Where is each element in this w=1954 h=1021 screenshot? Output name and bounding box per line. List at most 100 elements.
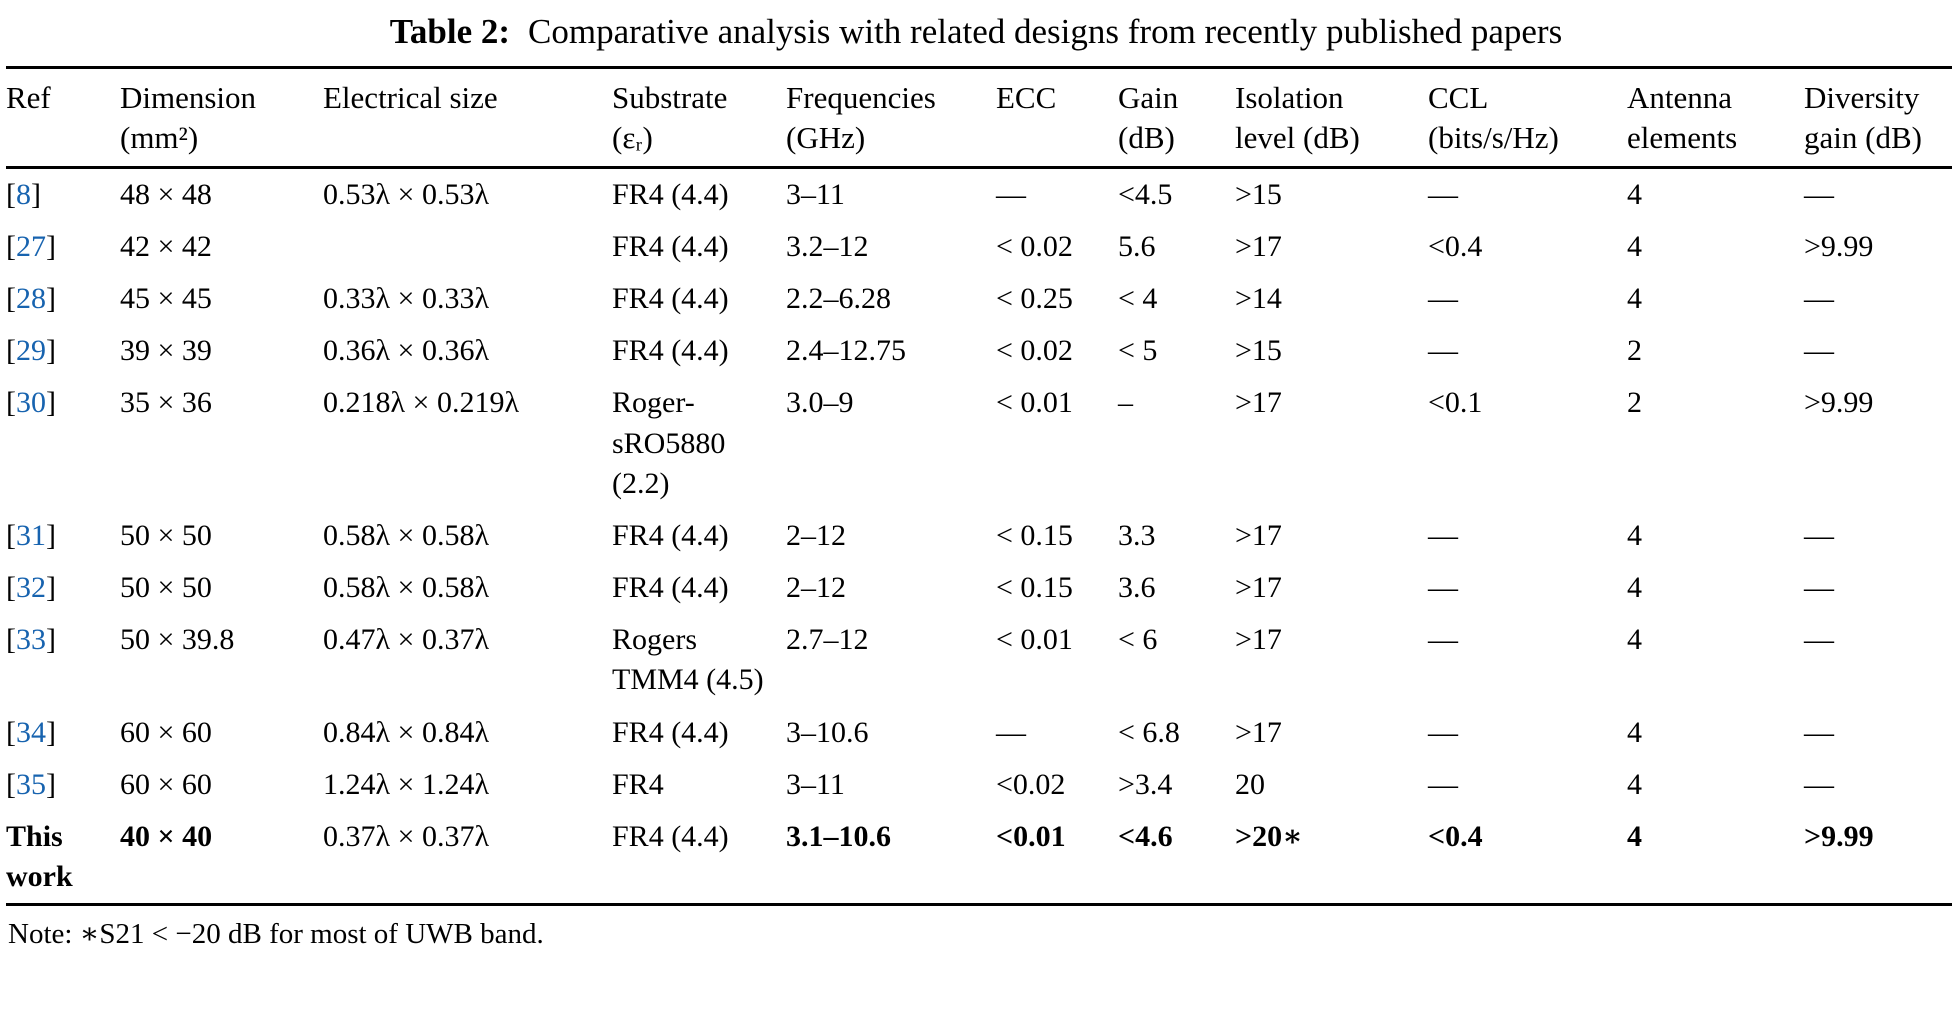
cell-antenna-elements: 4 — [1627, 281, 1642, 315]
cell-ref: [31] — [6, 518, 56, 552]
cell-frequencies: 2–12 — [786, 571, 846, 605]
col-header-isolation-level: Isolation level (dB) — [1235, 67, 1428, 169]
col-header-line: gain (dB) — [1804, 120, 1922, 156]
cell-ecc: < 0.25 — [996, 281, 1073, 315]
cell-diversity-gain: >9.99 — [1804, 229, 1874, 263]
col-header-electrical-size: Electrical size — [323, 67, 612, 169]
cell-substrate: Rogers TMM4 (4.5) — [612, 623, 764, 697]
cell-antenna-elements: 4 — [1627, 518, 1642, 552]
col-header-line: ECC — [996, 80, 1057, 115]
cell-ecc: < 0.02 — [996, 334, 1073, 368]
cell-antenna-elements: 4 — [1627, 715, 1642, 749]
cell-diversity-gain: — — [1804, 571, 1834, 605]
cell-electrical-size: 0.37λ × 0.37λ — [323, 820, 490, 854]
cell-isolation-level: >17 — [1235, 518, 1282, 552]
table-row: [27] 42 × 42 FR4 (4.4) 3.2–12 < 0.02 5.6 >17 <0… — [6, 221, 1952, 273]
col-header-line: (GHz) — [786, 120, 866, 156]
cell-diversity-gain: >9.99 — [1804, 820, 1874, 854]
cell-electrical-size: 0.58λ × 0.58λ — [323, 571, 490, 605]
cell-antenna-elements: 4 — [1627, 623, 1642, 657]
col-header-line: elements — [1627, 120, 1738, 156]
cell-substrate: FR4 (4.4) — [612, 715, 729, 749]
cell-ref: [34] — [6, 715, 56, 749]
cell-substrate: FR4 — [612, 767, 664, 801]
citation-link[interactable]: 27 — [16, 229, 46, 263]
cell-substrate: FR4 (4.4) — [612, 571, 729, 605]
cell-gain: < 6.8 — [1118, 715, 1180, 749]
cell-isolation-level: >20∗ — [1235, 820, 1303, 854]
cell-diversity-gain: — — [1804, 767, 1834, 801]
comparison-table: Ref Dimension (mm²) Electrical size Substrat… — [6, 66, 1952, 907]
col-header-line: Dimension — [120, 80, 257, 115]
citation-link[interactable]: 35 — [16, 767, 46, 801]
cell-antenna-elements: 2 — [1627, 334, 1642, 368]
cell-gain: < 6 — [1118, 623, 1158, 657]
table-row: [30] 35 × 36 0.218λ × 0.219λ Roger-sRO5880 … — [6, 377, 1952, 510]
cell-frequencies: 3.1–10.6 — [786, 820, 891, 854]
cell-diversity-gain: — — [1804, 177, 1834, 211]
cell-ecc: < 0.01 — [996, 623, 1073, 657]
cell-gain: – — [1118, 386, 1133, 420]
cell-gain: 5.6 — [1118, 229, 1156, 263]
cell-electrical-size: 0.36λ × 0.36λ — [323, 334, 490, 368]
cell-dimension: 42 × 42 — [120, 229, 212, 263]
citation-link[interactable]: 8 — [16, 177, 31, 211]
table-row: [8] 48 × 48 0.53λ × 0.53λ FR4 (4.4) 3–11 — <4.… — [6, 167, 1952, 221]
col-header-line: (dB) — [1118, 120, 1175, 156]
table-caption-text: Comparative analysis with related design… — [528, 12, 1563, 51]
citation-link[interactable]: 33 — [16, 623, 46, 657]
cell-dimension: 50 × 50 — [120, 518, 212, 552]
citation-link[interactable]: 29 — [16, 334, 46, 368]
cell-ref: [33] — [6, 623, 56, 657]
cell-electrical-size: 0.218λ × 0.219λ — [323, 386, 520, 420]
cell-ecc: < 0.15 — [996, 518, 1073, 552]
cell-ref: [29] — [6, 334, 56, 368]
table-row: [28] 45 × 45 0.33λ × 0.33λ FR4 (4.4) 2.2–6.2… — [6, 273, 1952, 325]
col-header-line: (εᵣ) — [612, 120, 653, 156]
citation-link[interactable]: 32 — [16, 571, 46, 605]
cell-substrate: FR4 (4.4) — [612, 281, 729, 315]
cell-electrical-size — [323, 221, 612, 273]
cell-dimension: 60 × 60 — [120, 767, 212, 801]
citation-link[interactable]: 34 — [16, 715, 46, 749]
cell-dimension: 50 × 50 — [120, 571, 212, 605]
cell-ccl: — — [1428, 281, 1458, 315]
cell-isolation-level: >15 — [1235, 334, 1282, 368]
cell-ecc: < 0.02 — [996, 229, 1073, 263]
col-header-frequencies: Frequencies (GHz) — [786, 67, 996, 169]
col-header-ecc: ECC — [996, 67, 1118, 169]
citation-link[interactable]: 28 — [16, 281, 46, 315]
cell-frequencies: 3.2–12 — [786, 229, 869, 263]
table-caption-label: Table 2: — [389, 12, 511, 51]
cell-gain: <4.6 — [1118, 820, 1173, 854]
cell-electrical-size: 0.58λ × 0.58λ — [323, 518, 490, 552]
col-header-line: Substrate — [612, 80, 728, 115]
cell-ccl: — — [1428, 767, 1458, 801]
cell-electrical-size: 0.33λ × 0.33λ — [323, 281, 490, 315]
cell-substrate: FR4 (4.4) — [612, 229, 729, 263]
citation-link[interactable]: 31 — [16, 518, 46, 552]
cell-ccl: <0.4 — [1428, 229, 1483, 263]
cell-dimension: 40 × 40 — [120, 820, 213, 854]
col-header-line: Antenna — [1627, 80, 1733, 115]
cell-diversity-gain: — — [1804, 518, 1834, 552]
col-header-antenna-elements: Antenna elements — [1627, 67, 1804, 169]
cell-diversity-gain: — — [1804, 623, 1834, 657]
cell-ecc: <0.01 — [996, 820, 1066, 854]
cell-isolation-level: >17 — [1235, 715, 1282, 749]
table-row: This work 40 × 40 0.37λ × 0.37λ FR4 (4.4) 3.… — [6, 811, 1952, 905]
cell-substrate: FR4 (4.4) — [612, 518, 729, 552]
table-row: [31] 50 × 50 0.58λ × 0.58λ FR4 (4.4) 2–12 < 0… — [6, 510, 1952, 562]
table-row: [33] 50 × 39.8 0.47λ × 0.37λ Rogers TMM4 (4… — [6, 614, 1952, 706]
col-header-line: (bits/s/Hz) — [1428, 120, 1559, 156]
table-row: [35] 60 × 60 1.24λ × 1.24λ FR4 3–11 <0.02 >3.4… — [6, 759, 1952, 811]
cell-ccl: — — [1428, 334, 1458, 368]
cell-ecc: — — [996, 177, 1026, 211]
cell-antenna-elements: 4 — [1627, 571, 1642, 605]
citation-link[interactable]: 30 — [16, 386, 46, 420]
cell-antenna-elements: 4 — [1627, 767, 1642, 801]
cell-ref: [8] — [6, 177, 41, 211]
cell-substrate: FR4 (4.4) — [612, 820, 729, 854]
cell-ecc: < 0.01 — [996, 386, 1073, 420]
